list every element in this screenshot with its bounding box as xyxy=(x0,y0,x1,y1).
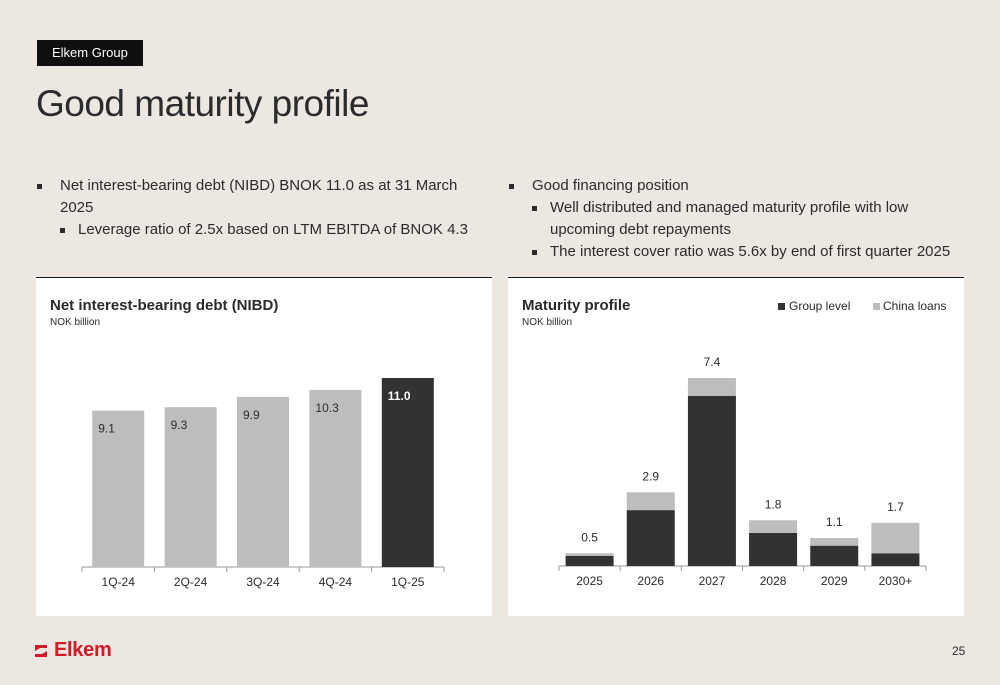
page-title: Good maturity profile xyxy=(36,83,369,124)
bullet-item: Well distributed and managed maturity pr… xyxy=(508,197,958,241)
bar-china-loans xyxy=(871,522,920,554)
data-label: 9.3 xyxy=(171,418,188,432)
bar-china-loans xyxy=(687,378,736,396)
bullets-right: Good financing position Well distributed … xyxy=(508,175,958,263)
bar-group-level xyxy=(565,555,614,566)
bar-group-level xyxy=(810,545,859,566)
bar-china-loans xyxy=(749,520,798,533)
chart-subtitle: NOK billion xyxy=(522,317,572,328)
bar xyxy=(237,396,289,567)
section-tag: Elkem Group xyxy=(37,40,143,66)
bar xyxy=(92,410,145,567)
total-label: 2.9 xyxy=(642,469,659,483)
maturity-chart: Maturity profile NOK billion Group level Ch… xyxy=(522,297,946,588)
bar-china-loans xyxy=(810,538,859,546)
x-tick-label: 1Q-25 xyxy=(391,575,425,589)
total-label: 1.7 xyxy=(887,500,904,514)
bullet-item: Leverage ratio of 2.5x based on LTM EBIT… xyxy=(36,219,486,241)
elkem-logo: Elkem xyxy=(32,639,112,662)
logo-text: Elkem xyxy=(54,639,112,661)
chart-subtitle: NOK billion xyxy=(50,317,100,328)
bar xyxy=(309,390,362,567)
x-tick-label: 1Q-24 xyxy=(102,575,136,589)
bullet-item: Net interest-bearing debt (NIBD) BNOK 11… xyxy=(36,175,486,219)
total-label: 0.5 xyxy=(581,530,598,544)
x-tick-label: 2Q-24 xyxy=(174,575,208,589)
x-tick-label: 2027 xyxy=(699,574,726,588)
legend-swatch-group-level xyxy=(778,303,785,310)
x-tick-label: 2026 xyxy=(637,574,664,588)
x-tick-label: 2030+ xyxy=(879,574,913,588)
bar-group-level xyxy=(687,395,736,566)
x-tick-label: 2025 xyxy=(576,574,603,588)
bar-china-loans xyxy=(626,492,675,511)
total-label: 7.4 xyxy=(704,355,721,369)
nibd-chart: Net interest-bearing debt (NIBD) NOK bill… xyxy=(50,297,445,589)
bar-group-level xyxy=(871,553,920,566)
bar-china-loans xyxy=(565,553,614,556)
x-tick-label: 2029 xyxy=(821,574,848,588)
data-label: 9.9 xyxy=(243,408,260,422)
data-label: 10.3 xyxy=(315,401,339,415)
x-tick-label: 3Q-24 xyxy=(246,575,280,589)
bar-group-level xyxy=(749,532,798,566)
page-number: 25 xyxy=(952,644,966,658)
chart-title: Maturity profile xyxy=(522,297,630,314)
x-tick-label: 4Q-24 xyxy=(319,575,353,589)
data-label: 9.1 xyxy=(98,422,115,436)
bullet-item: Good financing position xyxy=(508,175,958,197)
legend-label: Group level xyxy=(789,299,850,313)
legend-swatch-china-loans xyxy=(873,303,880,310)
maturity-chart-panel: Maturity profile NOK billion Group level Ch… xyxy=(508,277,964,616)
bullets-left: Net interest-bearing debt (NIBD) BNOK 11… xyxy=(36,175,486,241)
elkem-logo-icon xyxy=(35,644,47,657)
bullet-item: The interest cover ratio was 5.6x by end… xyxy=(508,241,958,263)
data-label: 11.0 xyxy=(388,389,411,403)
total-label: 1.8 xyxy=(765,497,782,511)
bar xyxy=(381,378,434,567)
chart-title: Net interest-bearing debt (NIBD) xyxy=(50,297,278,314)
legend-label: China loans xyxy=(883,299,946,313)
bar xyxy=(164,407,217,567)
x-tick-label: 2028 xyxy=(760,574,787,588)
bar-group-level xyxy=(626,510,675,566)
total-label: 1.1 xyxy=(826,515,843,529)
nibd-chart-panel: Net interest-bearing debt (NIBD) NOK bill… xyxy=(36,277,492,616)
